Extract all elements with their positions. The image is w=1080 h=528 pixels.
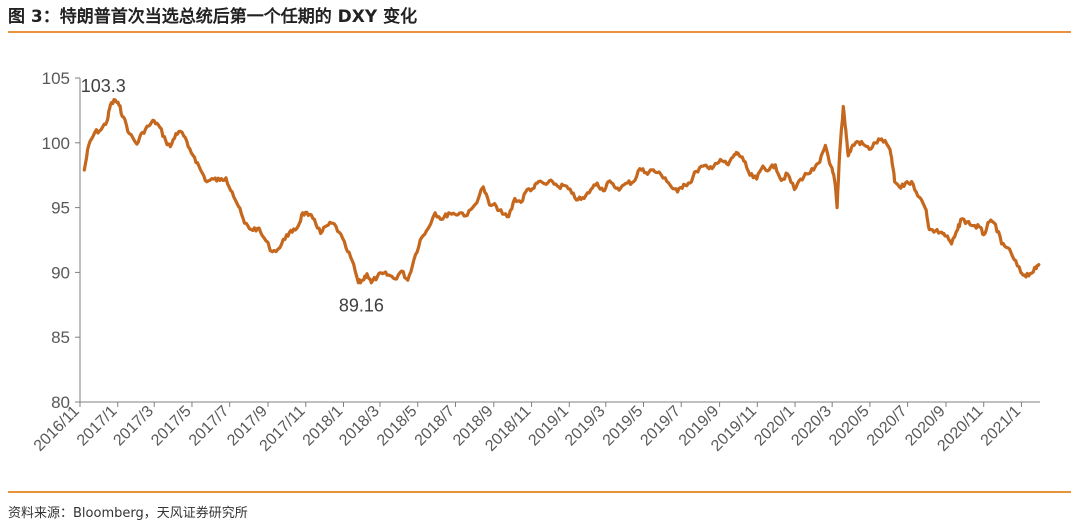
dxy-series-line	[82, 98, 1041, 285]
series-group	[82, 98, 1041, 285]
y-tick-label: 105	[42, 69, 70, 88]
x-tick-label: 2018/5	[374, 403, 421, 450]
x-tick-label: 2021/1	[978, 403, 1025, 450]
x-tick-label: 2020/1	[751, 403, 798, 450]
x-tick-label: 2017/5	[148, 403, 195, 450]
title-divider	[8, 31, 1071, 33]
x-tick-label: 2020/7	[864, 403, 911, 450]
x-tick-label: 2017/1	[74, 403, 121, 450]
y-tick-label: 100	[42, 134, 70, 153]
y-tick-label: 90	[51, 263, 70, 282]
x-axis: 2016/112017/12017/32017/52017/72017/9201…	[31, 401, 1040, 455]
x-tick-label: 2019/3	[562, 403, 609, 450]
annotations-group: 103.3 89.16	[81, 76, 384, 315]
annotation-label: 89.16	[339, 295, 384, 315]
figure-title: 图 3：特朗普首次当选总统后第一个任期的 DXY 变化	[8, 7, 418, 27]
x-tick-label: 2019/7	[637, 403, 684, 450]
x-tick-label: 2020/5	[826, 403, 873, 450]
x-tick-label: 2018/3	[336, 403, 383, 450]
line-chart: 80 85 90 95 100 105 2016/112017/12017/32017/5…	[31, 69, 1041, 455]
x-tick-label: 2019/1	[525, 403, 572, 450]
y-tick-label: 85	[51, 328, 70, 347]
source-note: 资料来源：Bloomberg，天风证券研究所	[8, 506, 248, 521]
x-tick-label: 2017/7	[186, 403, 233, 450]
y-axis: 80 85 90 95 100 105	[42, 69, 81, 412]
x-tick-label: 2020/3	[788, 403, 835, 450]
y-tick-label: 95	[51, 199, 70, 218]
x-tick-label: 2018/7	[412, 403, 459, 450]
annotation-label: 103.3	[81, 76, 126, 96]
footer-divider	[8, 491, 1071, 493]
x-tick-label: 2017/3	[110, 403, 157, 450]
x-tick-label: 2018/1	[300, 403, 347, 450]
x-tick-label: 2019/5	[600, 403, 647, 450]
y-tick-label: 80	[51, 393, 70, 412]
